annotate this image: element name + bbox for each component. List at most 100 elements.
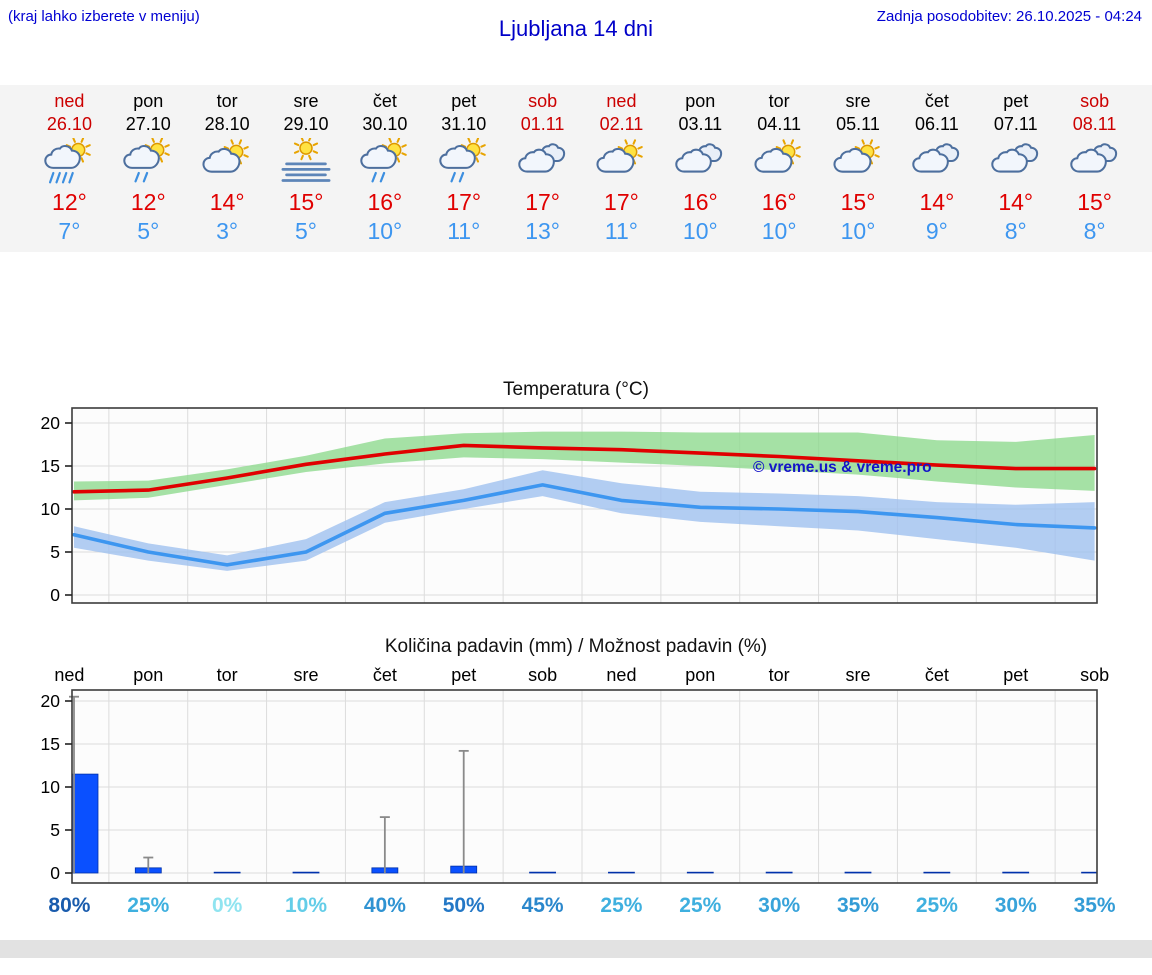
- precip-day-label: pon: [133, 665, 164, 685]
- forecast-day-1: pon 27.10 12° 5°: [109, 91, 188, 244]
- precip-percent: 25%: [915, 894, 958, 917]
- forecast-day-11: čet 06.11 14° 9°: [897, 91, 976, 244]
- weather-icon-sun-cloud-rain: [44, 137, 92, 184]
- day-name: ned: [54, 91, 85, 111]
- day-icon-wrap: [188, 138, 267, 188]
- precip-percent: 25%: [600, 894, 643, 917]
- day-low-temp: 9°: [925, 218, 948, 244]
- y-tick-label: 0: [50, 863, 60, 883]
- day-name: ned: [606, 91, 637, 111]
- day-icon-wrap: [897, 138, 976, 188]
- day-name: pon: [685, 91, 716, 111]
- day-icon-wrap: [1055, 138, 1134, 188]
- last-update-text: Zadnja posodobitev: 26.10.2025 - 04:24: [876, 8, 1142, 25]
- weather-icon-cloudy: [912, 143, 960, 173]
- forecast-day-3: sre 29.10 15° 5°: [267, 91, 346, 244]
- day-icon-wrap: [267, 136, 346, 188]
- precip-day-label: pet: [451, 665, 477, 685]
- day-name: sob: [1080, 91, 1110, 111]
- y-tick-label: 15: [41, 734, 60, 754]
- day-high-temp: 14°: [209, 189, 245, 215]
- day-icon-wrap: [661, 138, 740, 188]
- day-date: 29.10: [283, 114, 329, 134]
- weather-icon-cloudy: [991, 143, 1038, 173]
- day-date: 26.10: [46, 114, 92, 134]
- precip-percent: 0%: [211, 894, 243, 917]
- weather-icon-sun-cloud-showers: [360, 137, 407, 183]
- precip-bar: [765, 871, 793, 874]
- day-name: čet: [372, 91, 397, 111]
- day-high-temp: 14°: [998, 189, 1034, 215]
- precip-bar: [1081, 871, 1098, 874]
- precip-bar: [292, 871, 320, 874]
- day-date: 06.11: [915, 114, 959, 134]
- watermark: © vreme.us & vreme.pro: [753, 459, 932, 476]
- forecast-day-0: ned 26.10 12° 7°: [30, 91, 109, 244]
- day-low-temp: 13°: [525, 218, 560, 244]
- day-name: tor: [768, 91, 790, 111]
- day-icon-wrap: [109, 137, 188, 188]
- y-tick-label: 20: [41, 413, 61, 433]
- day-date: 08.11: [1072, 114, 1117, 134]
- day-low-temp: 8°: [1004, 218, 1027, 244]
- y-tick-label: 5: [50, 820, 60, 840]
- precip-percent-row: 80% 25% 0% 10% 40% 50% 45% 25% 25% 30% 35% 25% 30% 35…: [0, 894, 1152, 918]
- day-high-temp: 17°: [446, 189, 482, 215]
- day-high-temp: 17°: [604, 189, 639, 215]
- day-date: 02.11: [599, 114, 644, 134]
- day-icon-wrap: [424, 137, 503, 188]
- day-date: 04.11: [757, 114, 802, 134]
- day-high-temp: 16°: [761, 189, 797, 215]
- day-high-temp: 15°: [840, 189, 876, 215]
- day-name: pet: [451, 91, 477, 111]
- precipitation-chart-title: Količina padavin (mm) / Možnost padavin …: [384, 636, 768, 657]
- min-temp-line: [72, 483, 1097, 567]
- max-temp-range-band: [74, 431, 1095, 501]
- day-high-temp: 17°: [525, 189, 560, 215]
- weather-icon-sun-cloud-showers: [438, 137, 486, 183]
- y-tick-label: 20: [41, 691, 61, 711]
- max-temp-line: [72, 443, 1097, 494]
- precip-percent: 40%: [363, 894, 406, 917]
- precip-percent: 45%: [521, 894, 564, 917]
- precip-day-label: tor: [768, 665, 790, 685]
- forecast-day-2: tor 28.10 14° 3°: [188, 91, 267, 244]
- y-tick-label: 10: [41, 777, 61, 797]
- forecast-day-7: ned 02.11 17° 11°: [582, 91, 661, 244]
- weather-icon-cloudy: [1069, 143, 1117, 173]
- day-name: pon: [133, 91, 164, 111]
- day-name: tor: [216, 91, 238, 111]
- day-icon-wrap: [740, 138, 819, 188]
- day-date: 03.11: [678, 114, 723, 134]
- day-name: čet: [924, 91, 949, 111]
- day-date: 07.11: [993, 114, 1038, 134]
- day-low-temp: 10°: [682, 218, 718, 244]
- precip-percent: 30%: [994, 894, 1037, 917]
- forecast-day-8: pon 03.11 16° 10°: [661, 91, 740, 244]
- temperature-chart-title: Temperatura (°C): [503, 379, 649, 400]
- day-icon-wrap: [582, 138, 661, 188]
- min-temp-range-band: [74, 470, 1095, 571]
- precip-percent: 35%: [837, 894, 880, 917]
- precip-percent: 80%: [48, 894, 91, 917]
- precip-bar: [213, 871, 241, 874]
- footer-band: [0, 940, 1152, 958]
- day-low-temp: 5°: [295, 218, 317, 244]
- day-low-temp: 10°: [367, 218, 403, 244]
- day-high-temp: 15°: [288, 189, 324, 215]
- forecast-day-6: sob 01.11 17° 13°: [503, 91, 582, 244]
- day-icon-wrap: [976, 138, 1055, 188]
- day-date: 31.10: [441, 114, 487, 134]
- precip-day-label: tor: [216, 665, 238, 685]
- day-low-temp: 7°: [58, 218, 81, 244]
- forecast-day-12: pet 07.11 14° 8°: [976, 91, 1055, 244]
- location-menu-hint: (kraj lahko izberete v meniju): [8, 8, 200, 25]
- day-date: 30.10: [362, 114, 408, 134]
- precip-bar: [1002, 871, 1030, 874]
- forecast-strip: ned 26.10 12° 7° pon 27.10 12° 5° tor 28.10 14° 3° s…: [0, 85, 1152, 252]
- temperature-chart: 0 5 10 15 20 © vreme.us & vreme.pro: [41, 407, 1098, 605]
- precip-day-label: pon: [685, 665, 716, 685]
- precip-percent: 10%: [284, 894, 328, 917]
- precip-bar: [923, 871, 951, 874]
- day-high-temp: 16°: [367, 189, 403, 215]
